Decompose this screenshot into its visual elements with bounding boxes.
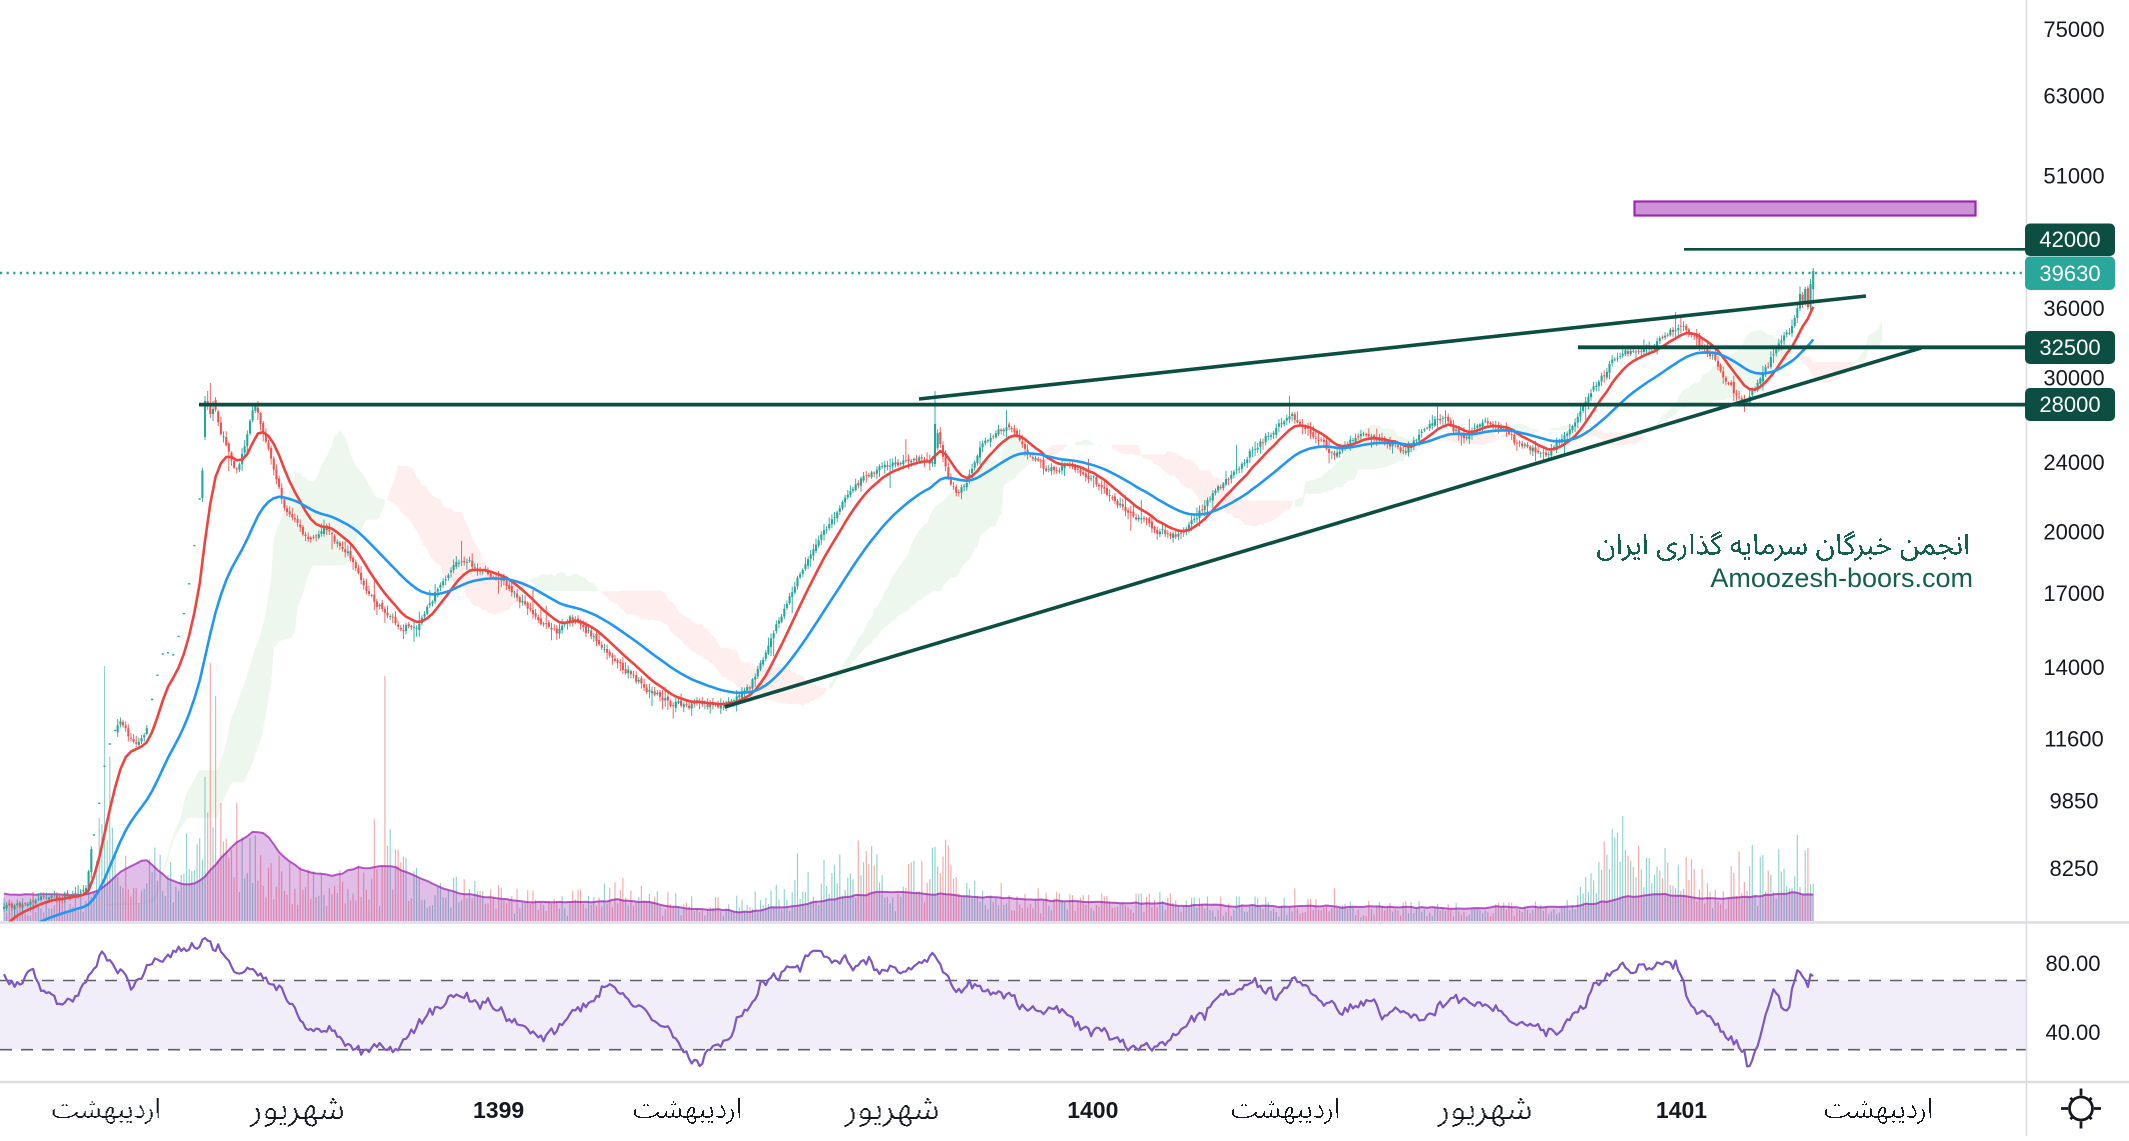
svg-text:39630: 39630 xyxy=(2039,261,2100,286)
svg-text:63000: 63000 xyxy=(2043,83,2104,108)
svg-text:17000: 17000 xyxy=(2043,581,2104,606)
svg-text:32500: 32500 xyxy=(2039,335,2100,360)
svg-text:42000: 42000 xyxy=(2039,227,2100,252)
svg-text:36000: 36000 xyxy=(2043,296,2104,321)
svg-text:1401: 1401 xyxy=(1656,1097,1707,1123)
svg-text:8250: 8250 xyxy=(2050,856,2099,881)
svg-text:30000: 30000 xyxy=(2043,365,2104,390)
svg-text:1399: 1399 xyxy=(473,1097,524,1123)
svg-text:11600: 11600 xyxy=(2044,726,2104,751)
svg-text:28000: 28000 xyxy=(2039,392,2100,417)
svg-text:75000: 75000 xyxy=(2043,17,2104,42)
svg-text:40.00: 40.00 xyxy=(2045,1020,2100,1045)
svg-text:80.00: 80.00 xyxy=(2045,951,2100,976)
svg-text:9850: 9850 xyxy=(2050,789,2099,814)
svg-text:14000: 14000 xyxy=(2043,655,2104,680)
svg-text:1400: 1400 xyxy=(1067,1097,1118,1123)
svg-text:24000: 24000 xyxy=(2043,450,2104,475)
svg-text:51000: 51000 xyxy=(2043,164,2104,189)
svg-text:20000: 20000 xyxy=(2043,519,2104,544)
svg-text:Amoozesh-boors.com: Amoozesh-boors.com xyxy=(1710,563,1973,593)
